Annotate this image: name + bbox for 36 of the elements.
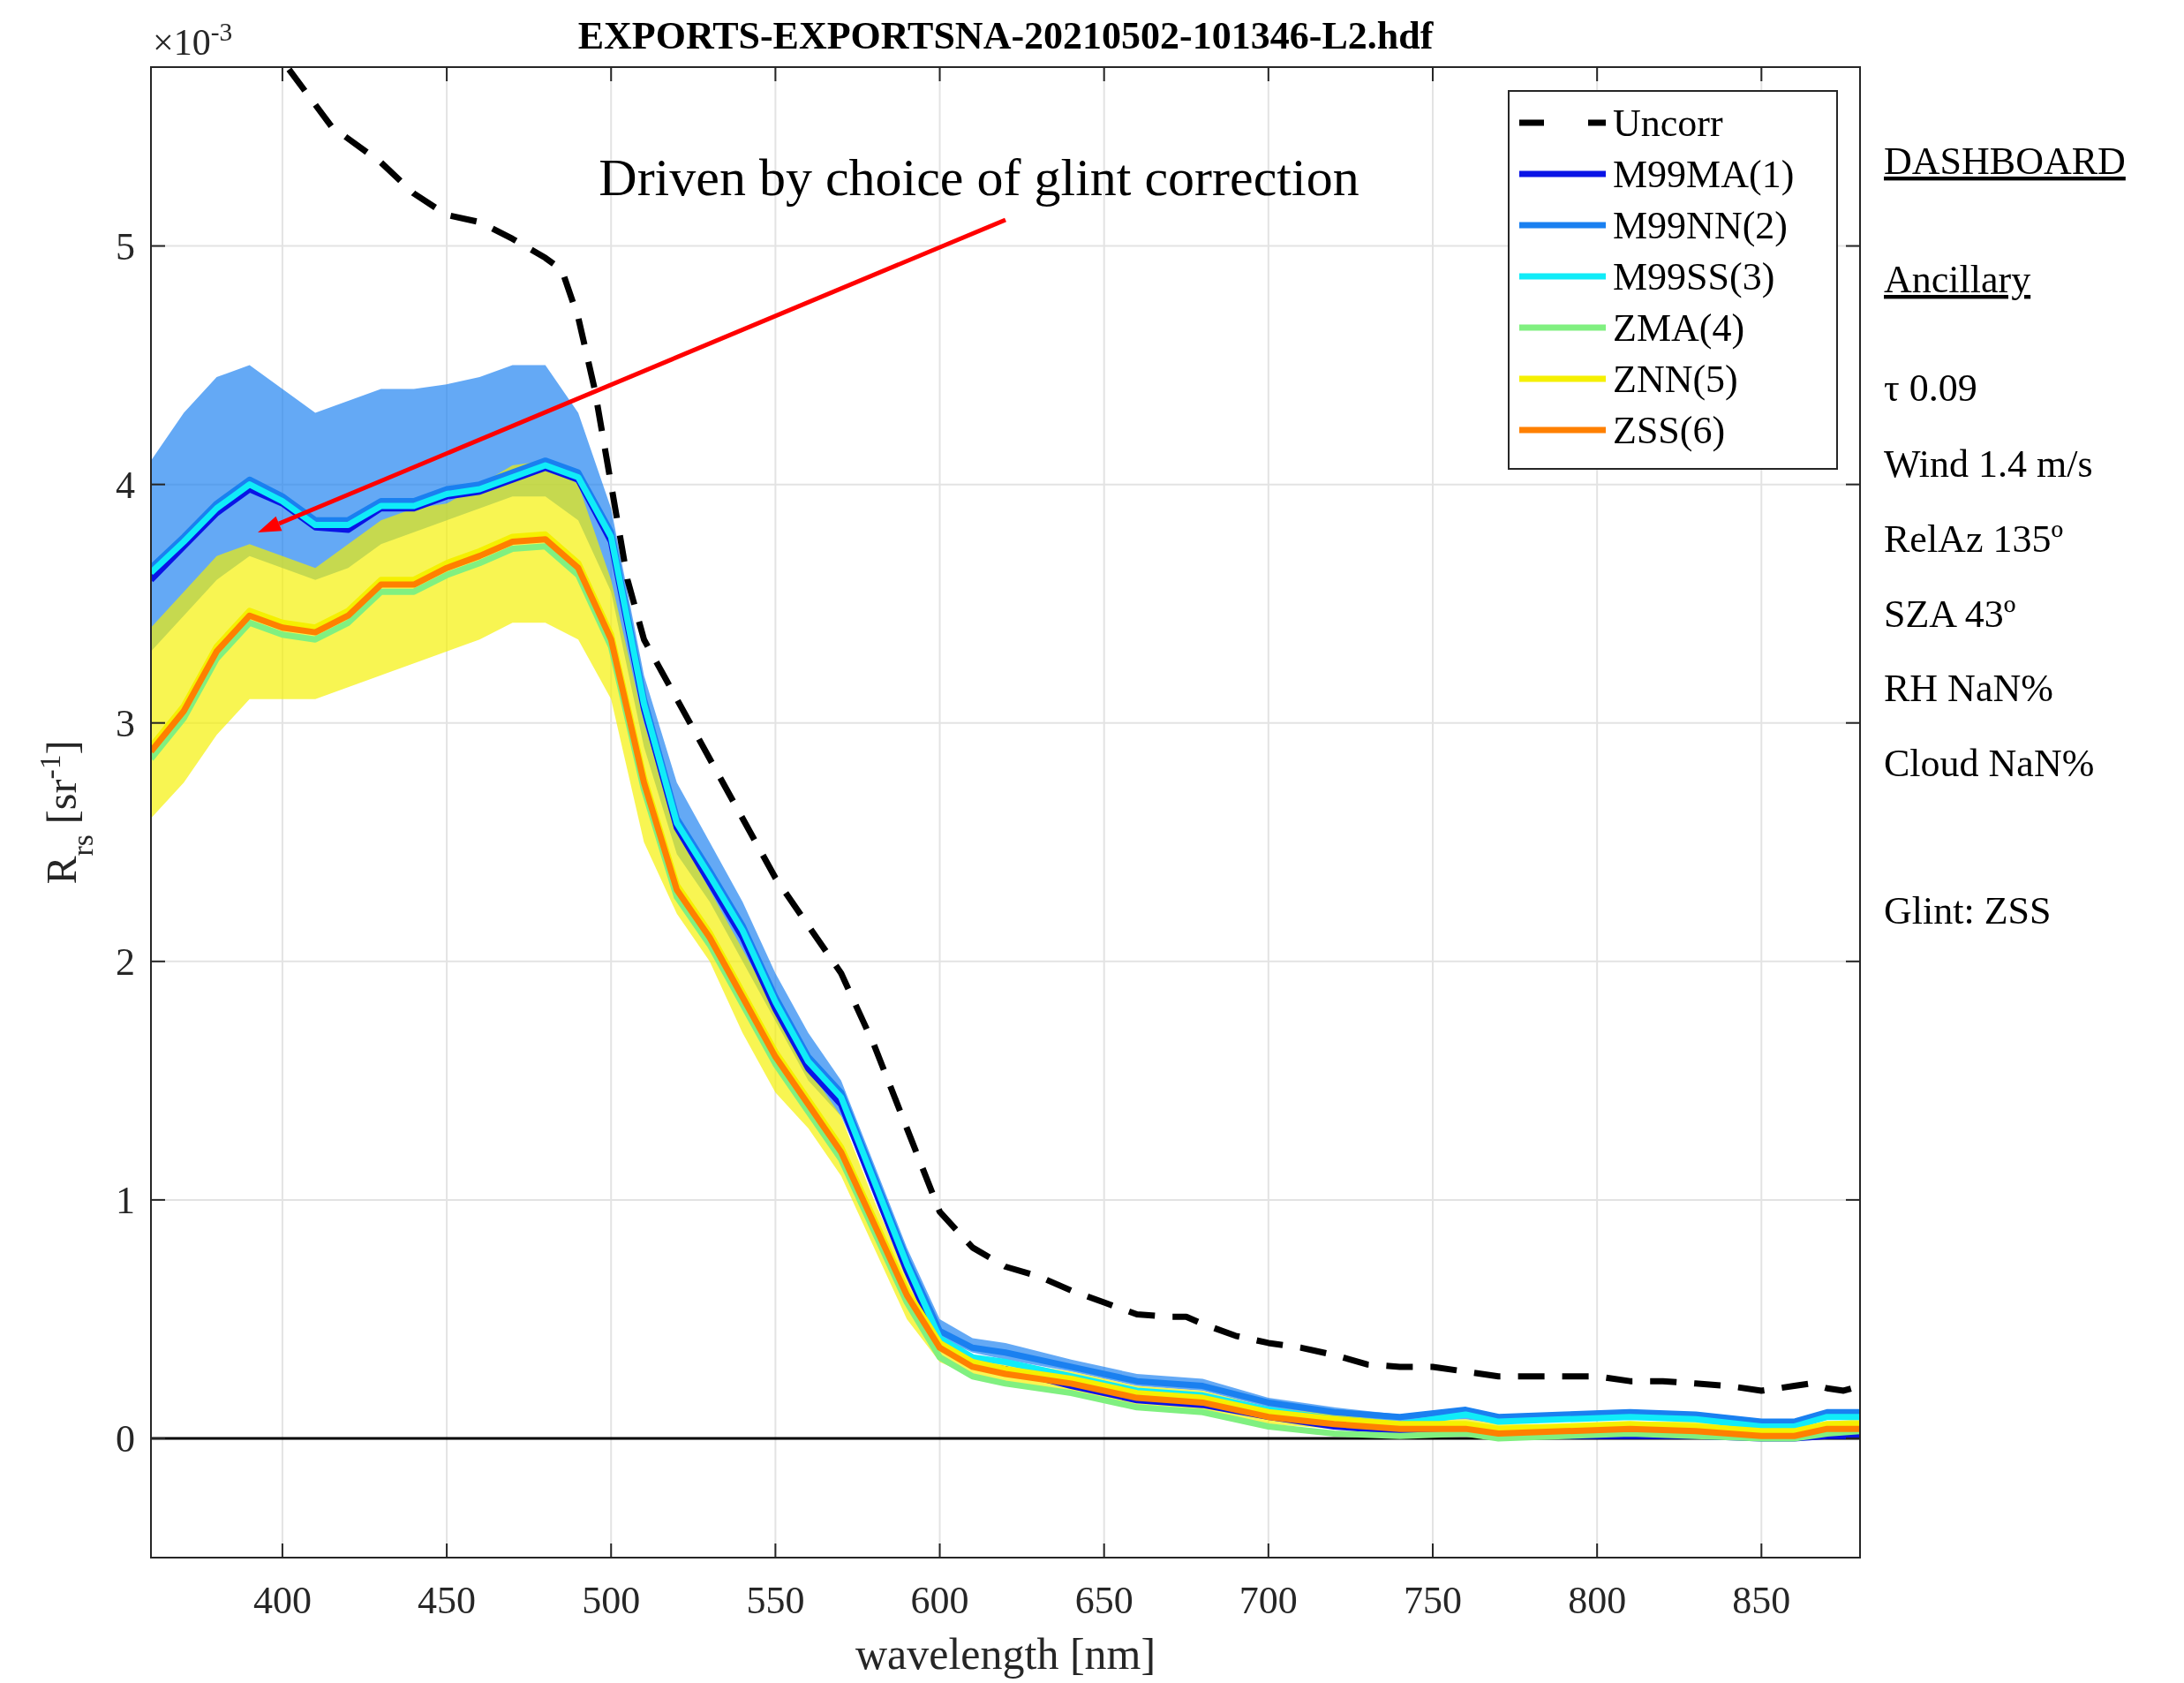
legend-label: M99NN(2) <box>1613 204 1788 248</box>
legend-label: Uncorr <box>1613 102 1723 146</box>
x-axis-title: wavelength [nm] <box>855 1629 1156 1679</box>
text: DASHBOARD <box>1884 140 2126 183</box>
legend-label: ZMA(4) <box>1613 306 1745 351</box>
annotation: Driven by choice of glint correction <box>599 148 1359 207</box>
text: RH NaN% <box>1884 667 2053 710</box>
text: SZA 43º <box>1884 592 2016 636</box>
x-tick-label: 850 <box>1732 1579 1791 1622</box>
text: Ancillary <box>1884 258 2031 301</box>
chart-title: EXPORTS-EXPORTSNA-20210502-101346-L2.hdf <box>577 14 1435 57</box>
legend-label: M99MA(1) <box>1613 153 1795 197</box>
y-tick-label: 4 <box>116 464 135 508</box>
x-tick-label: 800 <box>1568 1579 1627 1622</box>
y-tick-label: 5 <box>116 224 135 268</box>
x-tick-label: 700 <box>1239 1579 1298 1622</box>
x-tick-label: 750 <box>1404 1579 1462 1622</box>
x-tick-label: 600 <box>910 1579 969 1622</box>
x-tick-label: 650 <box>1074 1579 1133 1622</box>
y-tick-label: 1 <box>116 1179 135 1223</box>
x-tick-label: 550 <box>746 1579 805 1622</box>
text: Cloud NaN% <box>1884 742 2095 785</box>
text: RelAz 135º <box>1884 517 2064 561</box>
x-tick-label: 450 <box>418 1579 477 1622</box>
text: τ 0.09 <box>1884 366 1977 410</box>
x-tick-label: 500 <box>582 1579 641 1622</box>
legend-label: M99SS(3) <box>1613 255 1775 299</box>
y-tick-label: 2 <box>116 940 135 985</box>
text: Glint: ZSS <box>1884 889 2052 932</box>
y-tick-label: 3 <box>116 702 135 746</box>
y-tick-label: 0 <box>116 1417 135 1461</box>
legend-label: ZNN(5) <box>1613 358 1738 402</box>
x-tick-label: 400 <box>252 1579 312 1622</box>
text: ×10$^{-3}$ <box>153 18 233 63</box>
legend-label: ZSS(6) <box>1613 409 1726 453</box>
text: Wind 1.4 m/s <box>1884 442 2093 486</box>
